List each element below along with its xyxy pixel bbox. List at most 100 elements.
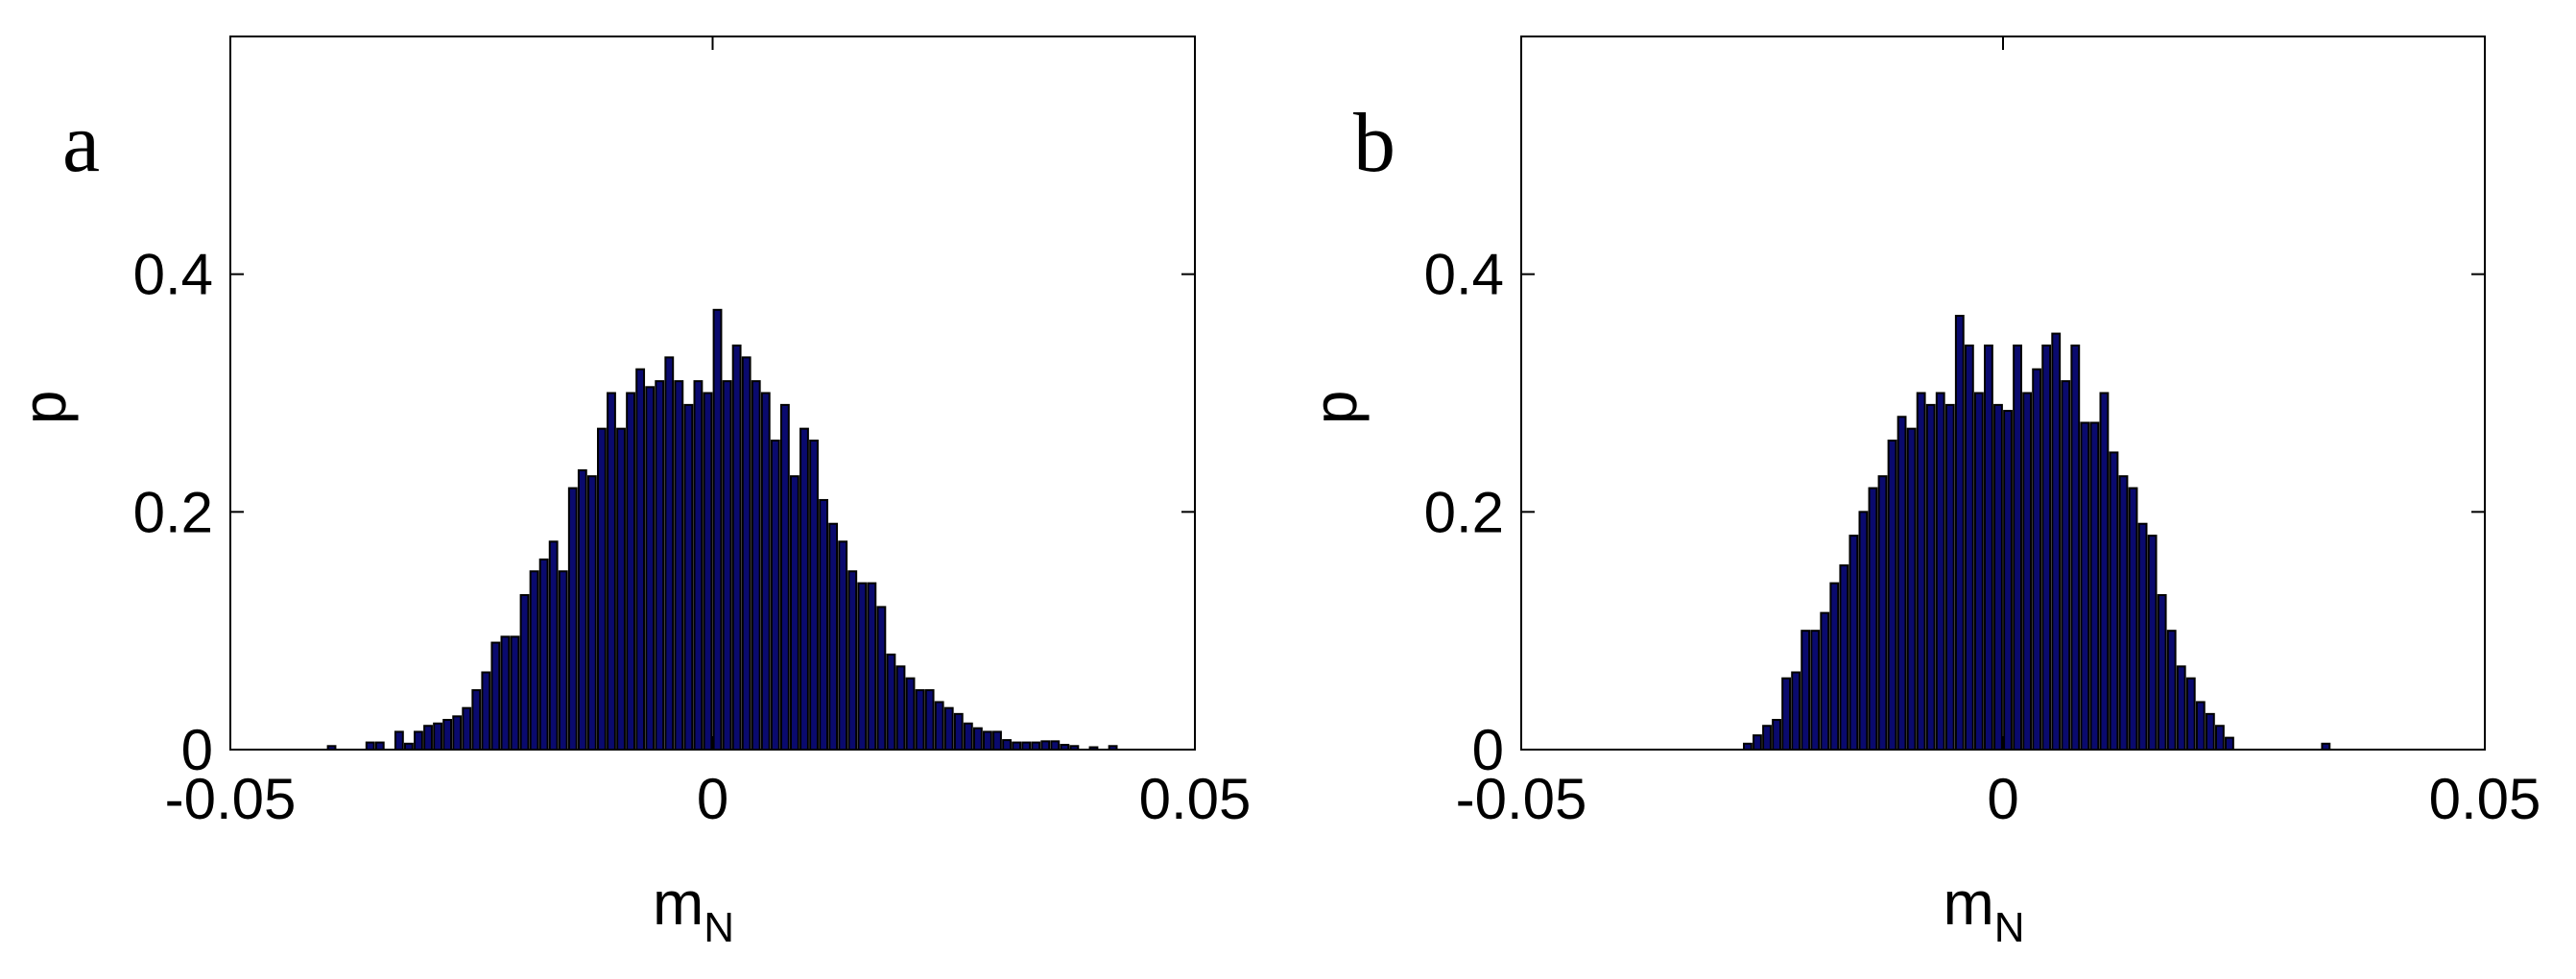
bar-a-39 — [741, 356, 751, 751]
bar-a-43 — [779, 403, 790, 751]
bar-a-7 — [433, 722, 443, 752]
bar-a-21 — [567, 487, 578, 751]
y-tick-label-b-2: 0.4 — [1424, 243, 1504, 307]
bar-a-1 — [365, 741, 375, 752]
bar-a-35 — [703, 392, 713, 751]
bar-a-27 — [626, 392, 635, 751]
bar-a-25 — [607, 392, 616, 751]
bar-a-51 — [857, 582, 868, 751]
bar-a-19 — [548, 540, 559, 751]
bar-b-12 — [1858, 511, 1869, 752]
bar-a-56 — [905, 677, 916, 752]
bar-b-35 — [2080, 421, 2090, 751]
bar-a-9 — [452, 715, 463, 752]
bar-a-20 — [558, 570, 568, 751]
bar-b-45 — [2176, 665, 2186, 752]
bar-a-37 — [722, 380, 732, 751]
bar-b-14 — [1877, 475, 1888, 751]
bar-b-34 — [2070, 344, 2081, 751]
x-axis-label-b: mN — [1943, 869, 2024, 951]
bar-b-23 — [1964, 344, 1974, 751]
bar-a-50 — [847, 570, 858, 751]
bar-a-48 — [828, 522, 839, 751]
x-tick-label-a-2: 0.05 — [1139, 767, 1252, 831]
bar-a-42 — [770, 440, 780, 751]
bar-b-1 — [1753, 734, 1762, 752]
bar-a-59 — [934, 701, 944, 751]
bar-a-23 — [586, 475, 597, 751]
bar-b-19 — [1925, 403, 1936, 751]
bar-b-8 — [1820, 611, 1830, 752]
y-axis-label-b: p — [1300, 391, 1370, 425]
bar-a-55 — [895, 665, 906, 752]
bar-a-17 — [529, 570, 539, 751]
bar-b-22 — [1954, 315, 1965, 751]
bar-a-63 — [972, 727, 983, 752]
bar-b-21 — [1944, 403, 1955, 751]
bar-b-2 — [1762, 725, 1772, 751]
bar-a-12 — [481, 671, 491, 752]
bar-a-70 — [1040, 740, 1051, 752]
bar-b-4 — [1781, 677, 1792, 752]
bar-b-29 — [2022, 392, 2033, 751]
bar-a-45 — [799, 427, 809, 751]
x-tick-label-b-2: 0.05 — [2429, 767, 2541, 831]
bar-b-16 — [1896, 416, 1907, 751]
bar-b-48 — [2205, 712, 2215, 751]
bar-a-33 — [683, 403, 694, 751]
bar-b-20 — [1935, 392, 1945, 751]
bar-b-9 — [1829, 582, 1840, 751]
bar-a-13 — [490, 641, 501, 751]
plot-frame-b — [1520, 36, 2486, 751]
bar-b-47 — [2195, 701, 2206, 751]
x-tick-label-a-1: 0 — [697, 767, 728, 831]
bar-b-28 — [2013, 344, 2022, 751]
bar-a-62 — [963, 722, 973, 752]
y-axis-label-a: p — [10, 391, 79, 425]
bar-a-71 — [1050, 740, 1061, 752]
bar-a-34 — [693, 380, 704, 751]
bar-a-26 — [616, 427, 626, 751]
bar-a-29 — [645, 386, 656, 751]
bar-b-31 — [2041, 344, 2052, 751]
bar-a-52 — [867, 582, 877, 751]
bar-b-40 — [2128, 487, 2138, 751]
bar-b-46 — [2185, 677, 2196, 752]
bar-b-38 — [2109, 451, 2119, 751]
x-tick-label-b-1: 0 — [1987, 767, 2018, 831]
bar-b-3 — [1772, 719, 1781, 751]
bar-a-8 — [442, 719, 453, 751]
bar-b-26 — [1993, 403, 2003, 751]
bar-b-33 — [2061, 380, 2071, 751]
y-tick-label-a-1: 0.2 — [133, 480, 213, 544]
bar-a-54 — [886, 653, 896, 751]
bar-a-60 — [943, 706, 954, 751]
bar-b-6 — [1801, 630, 1811, 751]
bar-a-41 — [760, 392, 771, 751]
bar-b-27 — [2003, 410, 2013, 751]
bar-b-18 — [1916, 392, 1926, 751]
bar-a-5 — [414, 730, 423, 751]
bar-b-49 — [2214, 725, 2225, 751]
bar-a-49 — [838, 540, 848, 751]
x-tick-label-b-0: -0.05 — [1456, 767, 1587, 831]
bar-a-30 — [655, 380, 665, 751]
bar-a-16 — [519, 594, 530, 752]
panel-label-b: b — [1353, 97, 1395, 190]
bar-a-40 — [751, 380, 761, 751]
y-tick-label-b-0: 0 — [1472, 718, 1504, 782]
bar-b-42 — [2147, 535, 2158, 751]
bar-b-43 — [2157, 594, 2167, 752]
bar-b-24 — [1973, 392, 1984, 751]
bar-a-15 — [510, 635, 520, 751]
bar-a-31 — [664, 356, 675, 751]
bar-b-5 — [1791, 671, 1801, 752]
bar-a-67 — [1012, 741, 1022, 752]
bar-b-25 — [1984, 344, 1993, 751]
bar-a-38 — [731, 344, 742, 751]
bar-a-66 — [1002, 739, 1012, 752]
bar-a-2 — [374, 741, 385, 752]
bar-b-17 — [1906, 427, 1917, 751]
